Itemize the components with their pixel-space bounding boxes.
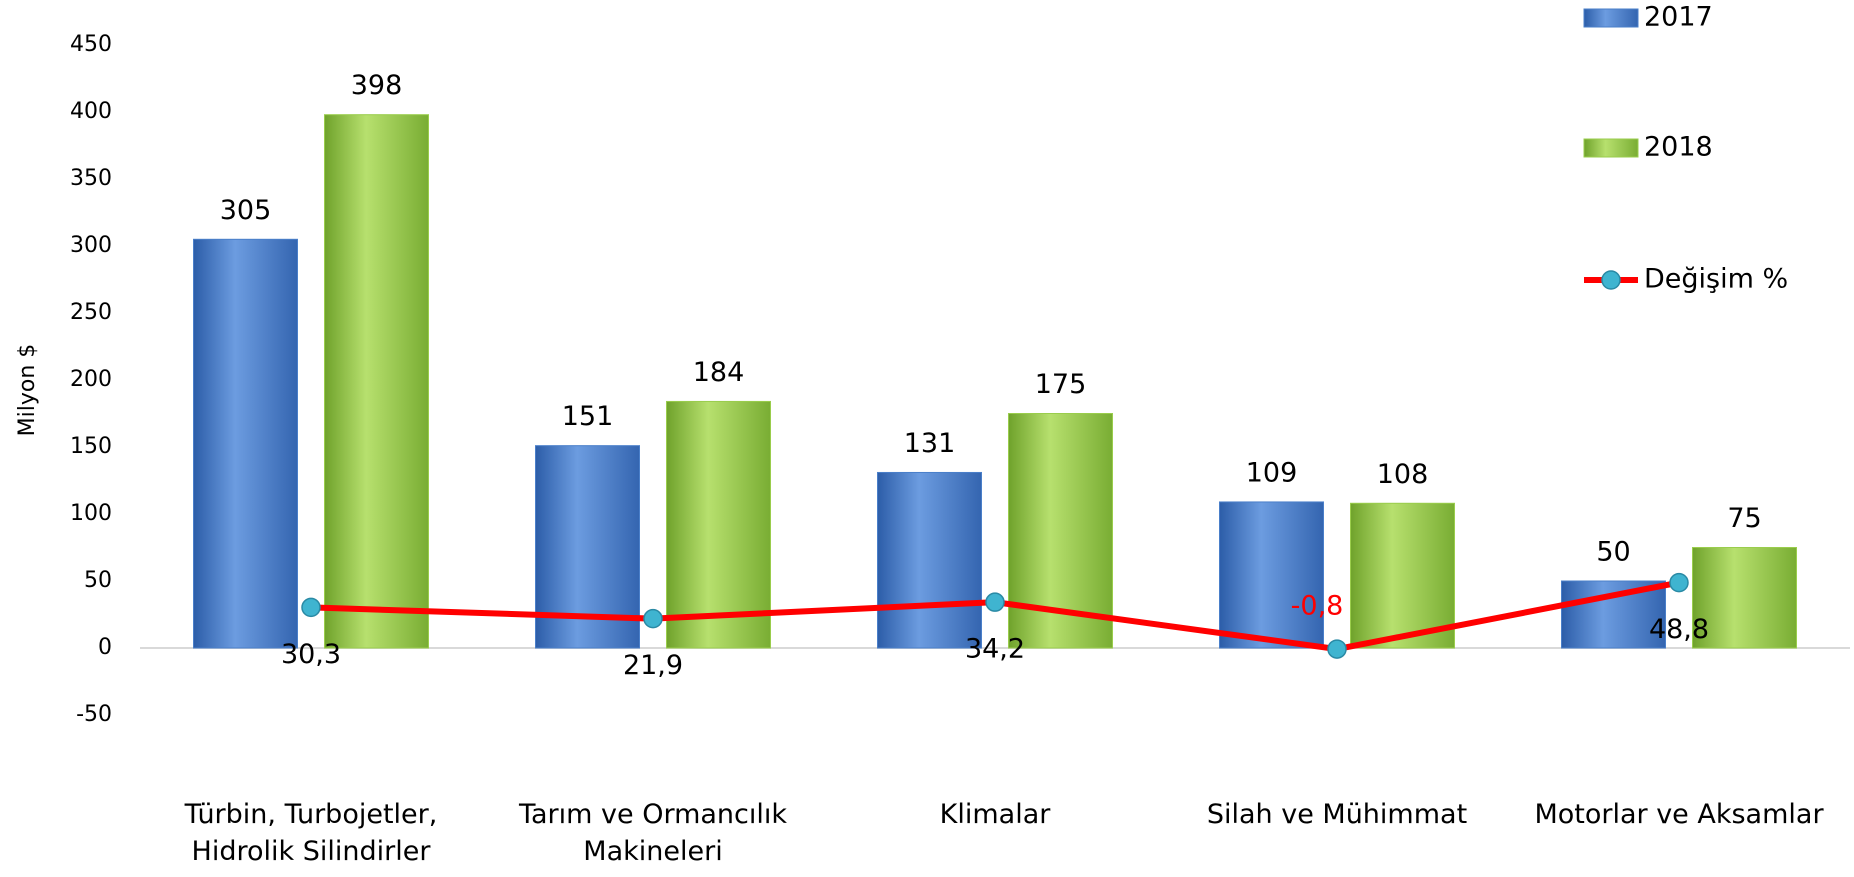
legend-label: Değişim % bbox=[1644, 264, 1788, 295]
legend-label: 2017 bbox=[1644, 2, 1713, 33]
line-value-label: 21,9 bbox=[623, 650, 683, 681]
bar bbox=[1692, 547, 1797, 649]
y-tick-label: 350 bbox=[70, 166, 112, 191]
x-tick-label-line: Klimalar bbox=[940, 799, 1052, 830]
legend-marker bbox=[1601, 270, 1621, 290]
bar bbox=[193, 238, 298, 649]
bar-value-label: 50 bbox=[1596, 537, 1630, 568]
y-axis-label: Milyon $ bbox=[15, 344, 40, 437]
bar-value-label: 305 bbox=[220, 195, 272, 226]
x-tick-label: Silah ve Mühimmat bbox=[1207, 799, 1467, 830]
line-marker bbox=[301, 597, 321, 618]
line-marker bbox=[643, 608, 663, 629]
y-tick-label: 200 bbox=[70, 367, 112, 392]
bar-value-label: 75 bbox=[1727, 503, 1761, 534]
line-marker bbox=[985, 592, 1005, 612]
line-value-label: 34,2 bbox=[965, 634, 1025, 665]
bar-value-label: 184 bbox=[693, 357, 745, 388]
line-marker bbox=[1327, 639, 1347, 659]
line-value-label: 48,8 bbox=[1649, 614, 1709, 645]
bar bbox=[324, 114, 429, 649]
bar bbox=[877, 471, 982, 649]
y-tick-label: 400 bbox=[70, 99, 112, 124]
x-tick-label-line: Silah ve Mühimmat bbox=[1207, 799, 1467, 830]
y-tick-label: 0 bbox=[98, 635, 112, 660]
line-value-label: -0,8 bbox=[1291, 591, 1344, 622]
x-tick-label: Motorlar ve Aksamlar bbox=[1534, 799, 1824, 830]
x-tick-label: Tarım ve Ormancılık Makineleri bbox=[518, 799, 787, 867]
y-tick-label: 450 bbox=[70, 32, 112, 57]
bar bbox=[1350, 502, 1455, 649]
x-tick-label-line: Motorlar ve Aksamlar bbox=[1534, 799, 1824, 830]
line-value-label: 30,3 bbox=[281, 639, 341, 670]
bar-value-label: 151 bbox=[562, 401, 614, 432]
x-tick-label-line: Hidrolik Silindirler bbox=[192, 836, 432, 867]
y-tick-label: 300 bbox=[70, 233, 112, 258]
bar bbox=[1219, 501, 1324, 649]
line-marker bbox=[1669, 572, 1689, 593]
bar-value-label: 109 bbox=[1246, 457, 1298, 488]
x-tick-label-line: Tarım ve Ormancılık bbox=[518, 799, 787, 830]
y-tick-label: -50 bbox=[76, 702, 112, 727]
legend-label: 2018 bbox=[1644, 132, 1713, 163]
x-tick-label-line: Makineleri bbox=[583, 836, 722, 867]
bar bbox=[666, 400, 771, 649]
y-tick-label: 100 bbox=[70, 501, 112, 526]
x-tick-label-line: Türbin, Turbojetler, bbox=[184, 799, 438, 830]
bar bbox=[1561, 580, 1666, 649]
x-tick-label: Klimalar bbox=[940, 799, 1052, 830]
bar-value-label: 175 bbox=[1035, 369, 1087, 400]
y-tick-label: 250 bbox=[70, 300, 112, 325]
legend-swatch bbox=[1583, 138, 1639, 158]
x-tick-label: Türbin, Turbojetler, Hidrolik Silindirler bbox=[184, 799, 438, 867]
y-tick-label: 150 bbox=[70, 434, 112, 459]
bar-value-label: 108 bbox=[1377, 459, 1429, 490]
legend-swatch bbox=[1583, 8, 1639, 28]
bar-value-label: 131 bbox=[904, 428, 956, 459]
y-tick-label: 50 bbox=[84, 568, 112, 593]
bar-value-label: 398 bbox=[351, 70, 403, 101]
